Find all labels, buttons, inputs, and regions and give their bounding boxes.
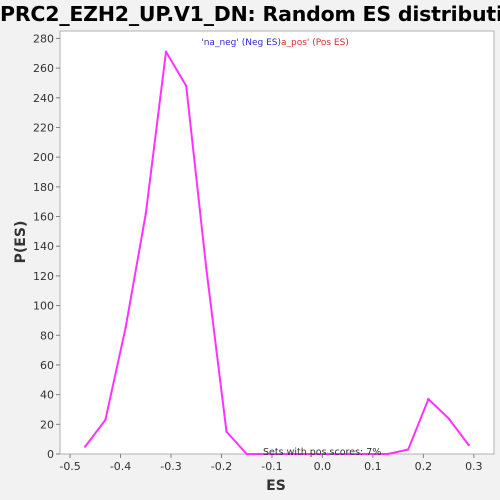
y-tick-label: 20 (40, 418, 54, 431)
series-point (164, 50, 168, 53)
y-tick-label: 120 (33, 270, 54, 283)
x-axis-title: ES (266, 478, 286, 494)
series-point (366, 452, 370, 456)
y-tick-label: 200 (33, 151, 54, 164)
series-point (386, 452, 390, 456)
series-points (84, 50, 470, 456)
series-point (205, 267, 208, 270)
x-axis-ticks: -0.5 -0.4 -0.3 -0.2 -0.1 0.0 0.1 0.2 0.3 (59, 454, 483, 473)
series-point (285, 452, 289, 456)
series-line (84, 50, 470, 455)
y-tick-label: 0 (47, 448, 54, 461)
legend-pos-label: a_pos' (Pos ES) (281, 38, 349, 48)
x-tick-label: -0.1 (261, 460, 282, 473)
x-tick-label: -0.5 (59, 460, 80, 473)
series-point (467, 443, 470, 447)
series-point (225, 430, 228, 433)
y-tick-label: 100 (33, 300, 54, 313)
series-point (84, 445, 87, 448)
series-point (346, 452, 349, 456)
y-axis-title: P(ES) (13, 221, 29, 264)
series-point (184, 84, 188, 88)
x-tick-label: -0.2 (211, 460, 232, 473)
legend-neg-label: 'na_neg' (Neg ES) (201, 38, 281, 48)
x-tick-label: 0.0 (314, 460, 332, 473)
y-axis-ticks: 0 20 40 60 80 100 120 140 160 180 200 220 240 260 280 (33, 32, 60, 461)
x-tick-label: 0.1 (364, 460, 382, 473)
y-tick-label: 80 (40, 329, 54, 342)
series-point (124, 326, 127, 330)
chart-title: PRC2_EZH2_UP.V1_DN: Random ES distributi… (0, 2, 500, 26)
x-tick-label: 0.3 (465, 460, 483, 473)
series-point (427, 397, 430, 401)
x-tick-label: 0.2 (415, 460, 433, 473)
y-tick-label: 140 (33, 240, 54, 253)
series-point (245, 452, 248, 456)
x-tick-label: -0.3 (160, 460, 181, 473)
pos-score-annotation: Sets with pos scores: 7% (263, 447, 381, 458)
x-tick-label: -0.4 (110, 460, 131, 473)
y-tick-label: 40 (40, 389, 54, 402)
y-tick-label: 180 (33, 181, 54, 194)
series-point (326, 452, 329, 456)
y-tick-label: 160 (33, 211, 54, 224)
series-point (306, 452, 309, 456)
series-point (144, 212, 147, 215)
y-tick-label: 260 (33, 62, 54, 75)
series-point (265, 452, 269, 456)
series-point (104, 418, 107, 422)
y-tick-label: 60 (40, 359, 54, 372)
plot-background (59, 30, 495, 455)
y-tick-label: 240 (33, 92, 54, 105)
y-tick-label: 280 (33, 32, 54, 45)
y-tick-label: 220 (33, 121, 54, 134)
series-point (447, 417, 450, 420)
series-point (407, 448, 410, 451)
